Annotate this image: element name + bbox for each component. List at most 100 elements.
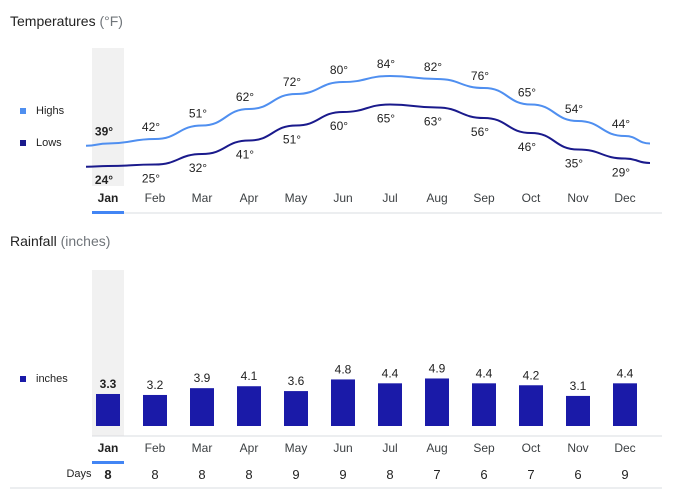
lows-data-label: 56°: [471, 125, 489, 139]
rainfall-bar[interactable]: [143, 394, 167, 426]
highs-line: [85, 74, 651, 147]
rainfall-data-label: 3.6: [288, 374, 305, 388]
lows-data-label: 29°: [612, 166, 630, 180]
rain-month-tick-label: Oct: [522, 441, 541, 455]
rainfall-data-label: 3.1: [570, 379, 587, 393]
lows-data-label: 32°: [189, 161, 207, 175]
rainfall-bar[interactable]: [613, 383, 637, 426]
highs-data-label: 76°: [471, 69, 489, 83]
rainfall-data-label: 4.4: [617, 366, 634, 380]
legend-highs-swatch: [20, 108, 26, 114]
days-value: 8: [386, 467, 393, 482]
legend-inches: inches: [20, 373, 68, 385]
days-value: 6: [574, 467, 581, 482]
rainfall-data-label: 4.9: [429, 361, 446, 375]
highs-data-label: 65°: [518, 86, 536, 100]
rainfall-data-label: 4.1: [241, 369, 258, 383]
rainfall-bar[interactable]: [378, 383, 402, 426]
rain-month-tick-label: Mar: [192, 441, 213, 455]
legend-highs: Highs: [20, 105, 64, 117]
legend-lows: Lows: [20, 137, 62, 149]
rainfall-bar[interactable]: [566, 395, 590, 426]
lows-line: [85, 103, 651, 168]
temp-month-tick-label: Dec: [614, 191, 635, 205]
temp-month-tick-label: Nov: [567, 191, 588, 205]
highs-data-label: 72°: [283, 75, 301, 89]
rainfall-data-label: 4.4: [382, 366, 399, 380]
rainfall-bar[interactable]: [284, 391, 308, 426]
days-value: 9: [621, 467, 628, 482]
lows-data-label: 65°: [377, 112, 395, 126]
temp-month-tick-label: Jun: [333, 191, 352, 205]
legend-inches-swatch: [20, 376, 26, 382]
days-value: 8: [104, 467, 111, 482]
highs-data-label: 54°: [565, 102, 583, 116]
rain-month-tick-label: Nov: [567, 441, 588, 455]
temp-month-tick-label: Oct: [522, 191, 541, 205]
lows-data-label: 25°: [142, 172, 160, 186]
temp-month-tick-label: Mar: [192, 191, 213, 205]
rainfall-bar[interactable]: [237, 386, 261, 426]
temp-month-tick-label: Sep: [473, 191, 495, 205]
rain-month-tick-label: Sep: [473, 441, 495, 455]
days-value: 7: [527, 467, 534, 482]
rainfall-data-label: 3.9: [194, 371, 211, 385]
rainfall-bar[interactable]: [331, 379, 355, 426]
highs-data-label: 62°: [236, 90, 254, 104]
rainfall-bar[interactable]: [425, 378, 449, 426]
rainfall-bar[interactable]: [519, 385, 543, 426]
rain-month-tick-label: Jul: [382, 441, 397, 455]
temperatures-title-text: Temperatures: [10, 13, 96, 29]
temp-selected-column[interactable]: [92, 48, 124, 186]
lows-data-label: 60°: [330, 119, 348, 133]
lows-data-label: 24°: [95, 173, 113, 187]
highs-data-label: 84°: [377, 57, 395, 71]
rain-month-tick-label: Jan: [98, 441, 119, 455]
temp-month-tick-label: Apr: [240, 191, 259, 205]
temp-selected-month-indicator[interactable]: [92, 211, 124, 214]
temp-month-tick-label: Aug: [426, 191, 447, 205]
rain-month-tick-label: Apr: [240, 441, 259, 455]
temp-month-tick-label: Jan: [98, 191, 119, 205]
rainfall-data-label: 4.2: [523, 368, 540, 382]
legend-highs-label: Highs: [36, 105, 65, 117]
rainfall-bar[interactable]: [472, 383, 496, 426]
rain-month-tick-label: Dec: [614, 441, 635, 455]
rainfall-bar[interactable]: [96, 393, 120, 426]
rainfall-data-label: 4.4: [476, 366, 493, 380]
days-value: 8: [245, 467, 252, 482]
highs-data-label: 80°: [330, 63, 348, 77]
legend-lows-swatch: [20, 140, 26, 146]
days-value: 7: [433, 467, 440, 482]
legend-lows-label: Lows: [36, 137, 62, 149]
days-value: 8: [198, 467, 205, 482]
rain-month-tick-label: Jun: [333, 441, 352, 455]
rain-selected-month-indicator[interactable]: [92, 461, 124, 464]
rainfall-data-label: 3.3: [100, 377, 117, 391]
rainfall-data-label: 3.2: [147, 378, 164, 392]
temp-month-tick-label: May: [285, 191, 308, 205]
days-value: 8: [151, 467, 158, 482]
temp-month-tick-label: Jul: [382, 191, 397, 205]
lows-data-label: 51°: [283, 133, 301, 147]
temp-month-tick-label: Feb: [145, 191, 166, 205]
temperatures-title: Temperatures (°F): [10, 13, 123, 29]
lows-data-label: 41°: [236, 148, 254, 162]
highs-data-label: 42°: [142, 120, 160, 134]
rain-month-tick-label: May: [285, 441, 308, 455]
rainfall-unit: (inches): [60, 233, 111, 249]
rainfall-title-text: Rainfall: [10, 233, 57, 249]
days-label: Days: [66, 468, 92, 480]
rainfall-data-label: 4.8: [335, 362, 352, 376]
rainfall-bar[interactable]: [190, 388, 214, 426]
highs-data-label: 39°: [95, 125, 113, 139]
legend-inches-label: inches: [36, 373, 68, 385]
days-value: 6: [480, 467, 487, 482]
lows-data-label: 63°: [424, 115, 442, 129]
rain-month-tick-label: Feb: [145, 441, 166, 455]
lows-data-label: 46°: [518, 140, 536, 154]
highs-data-label: 51°: [189, 107, 207, 121]
temperatures-unit: (°F): [99, 13, 123, 29]
days-value: 9: [292, 467, 299, 482]
